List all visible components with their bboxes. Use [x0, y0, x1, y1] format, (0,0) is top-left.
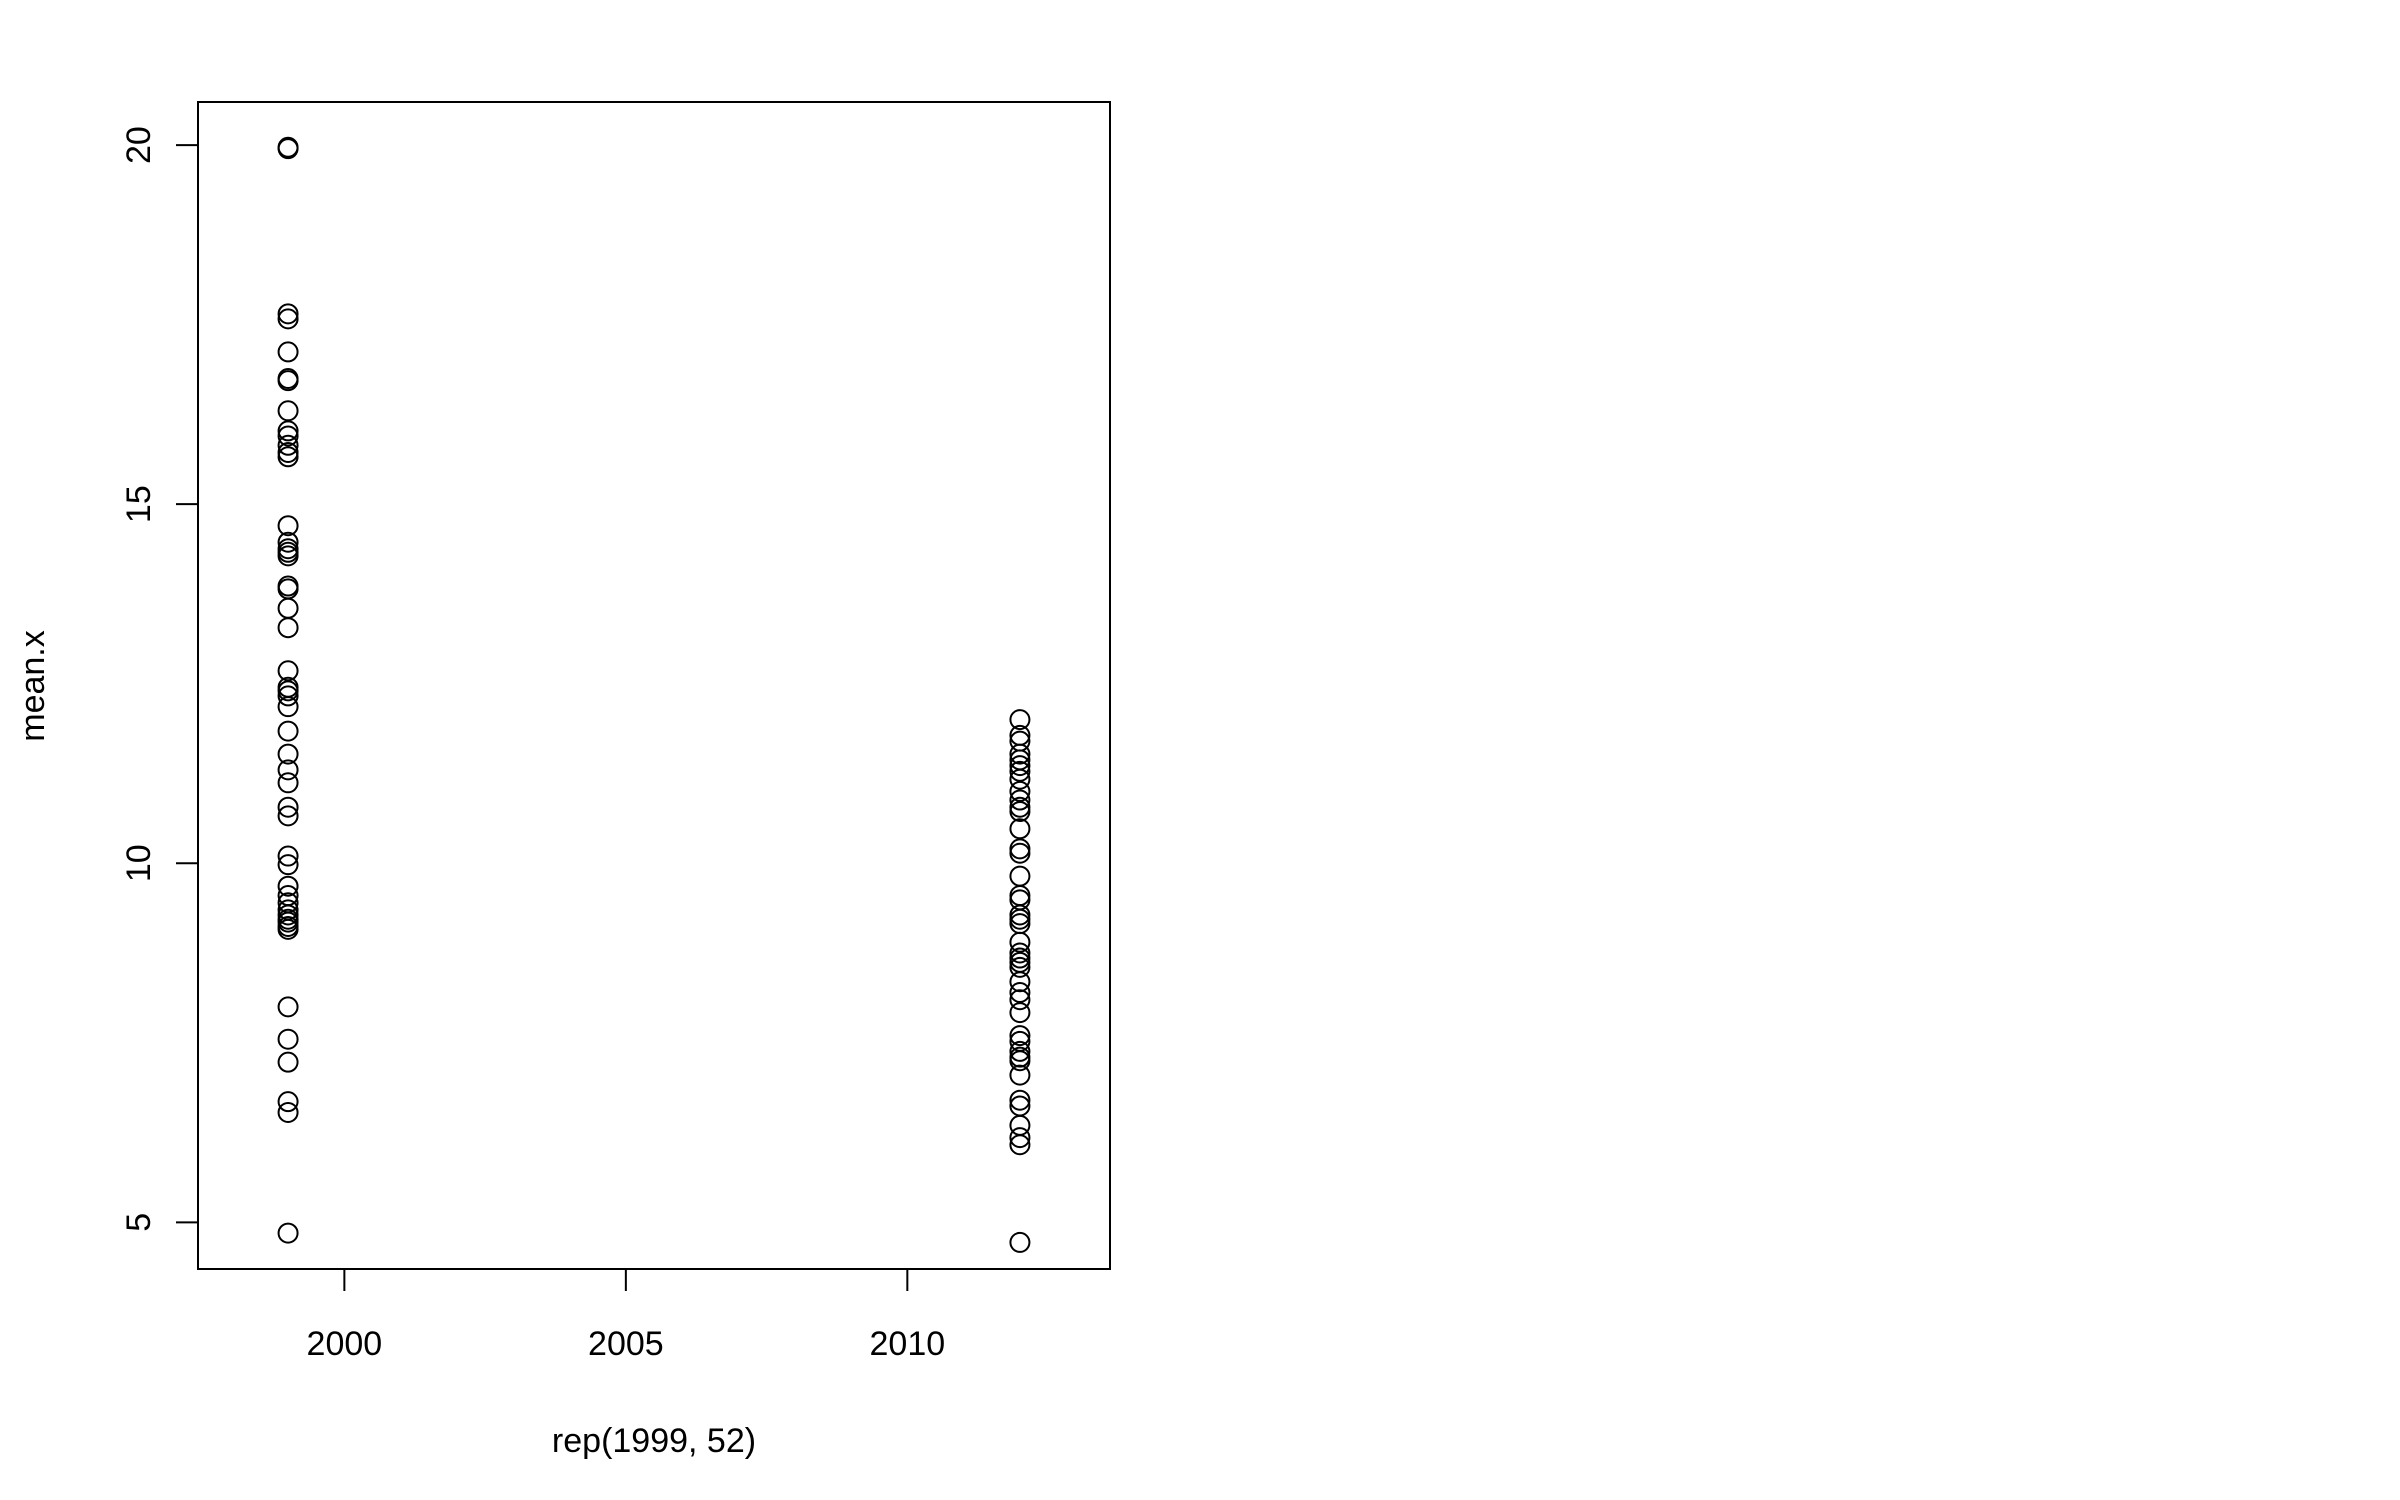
data-point — [1009, 780, 1031, 802]
data-point — [277, 341, 299, 363]
x-tick-label: 2005 — [588, 1325, 664, 1363]
data-point — [277, 545, 299, 567]
data-point — [1009, 768, 1031, 790]
data-point — [1009, 1064, 1031, 1086]
data-point — [277, 515, 299, 537]
data-point — [277, 434, 299, 456]
data-point — [1009, 743, 1031, 765]
plot-area-box — [197, 101, 1111, 1270]
data-point — [277, 1101, 299, 1123]
data-point — [277, 531, 299, 553]
data-point — [277, 696, 299, 718]
data-point — [1009, 818, 1031, 840]
x-tick-label: 2010 — [870, 1325, 946, 1363]
data-point — [1009, 838, 1031, 860]
data-point — [277, 918, 299, 940]
data-point — [1009, 865, 1031, 887]
y-tick-label: 15 — [120, 485, 158, 523]
data-point — [277, 138, 299, 160]
data-point — [277, 400, 299, 422]
data-point — [277, 1222, 299, 1244]
data-point — [1009, 1127, 1031, 1149]
data-point — [1009, 842, 1031, 864]
data-point — [1009, 1050, 1031, 1072]
data-point — [277, 743, 299, 765]
data-point — [277, 854, 299, 876]
data-point — [1009, 885, 1031, 907]
data-point — [277, 303, 299, 325]
x-tick-label: 2000 — [307, 1325, 383, 1363]
data-point — [277, 308, 299, 330]
data-point — [1009, 908, 1031, 930]
data-point — [1009, 1089, 1031, 1111]
data-point — [277, 685, 299, 707]
data-point — [1009, 971, 1031, 993]
y-tick-label: 20 — [120, 126, 158, 164]
y-axis-title: mean.x — [14, 630, 52, 742]
data-point — [1009, 760, 1031, 782]
data-point — [277, 772, 299, 794]
data-point — [1009, 1025, 1031, 1047]
data-point — [1009, 1002, 1031, 1024]
y-axis: 5 10 15 20 — [120, 126, 199, 1232]
data-point — [277, 796, 299, 818]
data-point — [277, 720, 299, 742]
data-point — [277, 370, 299, 392]
data-point — [277, 425, 299, 447]
data-point — [1009, 942, 1031, 964]
data-point — [277, 1091, 299, 1113]
data-point — [277, 446, 299, 468]
x-axis: 2000 2005 2010 — [307, 1268, 946, 1363]
data-point — [1009, 789, 1031, 811]
data-point — [1009, 982, 1031, 1004]
data-point — [277, 1028, 299, 1050]
data-point — [277, 617, 299, 639]
y-tick-label: 5 — [120, 1213, 158, 1232]
data-point — [277, 597, 299, 619]
data-point — [1009, 1134, 1031, 1156]
data-point — [1009, 1040, 1031, 1062]
data-point — [277, 1051, 299, 1073]
data-point — [277, 660, 299, 682]
data-point — [1009, 755, 1031, 777]
y-tick-label: 10 — [120, 844, 158, 882]
data-point — [277, 996, 299, 1018]
data-point — [277, 680, 299, 702]
data-point — [1009, 1231, 1031, 1253]
data-point — [277, 875, 299, 897]
data-point — [277, 420, 299, 442]
data-point — [277, 759, 299, 781]
x-axis-title: rep(1999, 52) — [552, 1422, 756, 1460]
data-point — [1009, 931, 1031, 953]
data-point — [1009, 956, 1031, 978]
data-point — [1009, 709, 1031, 731]
data-point — [277, 805, 299, 827]
data-point — [1009, 889, 1031, 911]
data-points — [277, 136, 1031, 1253]
data-point — [277, 845, 299, 867]
data-point — [1009, 989, 1031, 1011]
data-point — [1009, 801, 1031, 823]
